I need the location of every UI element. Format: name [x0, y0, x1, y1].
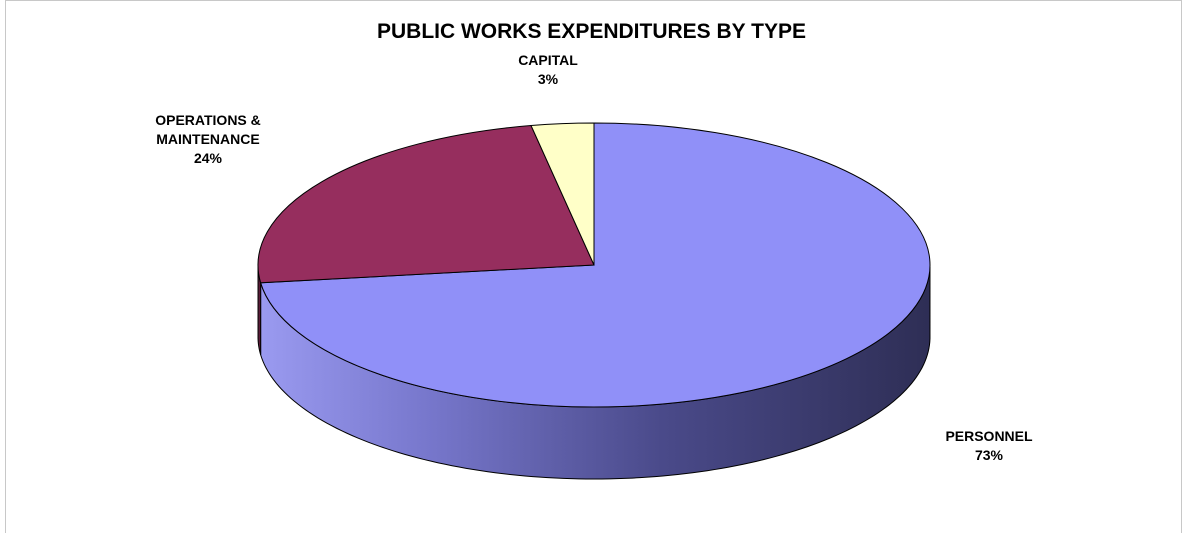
chart-frame — [5, 0, 1182, 533]
pie-slice-personnel — [259, 122, 931, 408]
slice-value-label: 3% — [538, 71, 559, 87]
chart-title: PUBLIC WORKS EXPENDITURES BY TYPE — [376, 20, 806, 43]
slice-name-label: CAPITAL — [518, 52, 578, 68]
slice-value-label: 73% — [975, 447, 1004, 463]
slice-value-label: 24% — [194, 150, 223, 166]
pie-slice-capital — [530, 122, 595, 266]
slice-name-label: PERSONNEL — [945, 428, 1033, 444]
slice-name-label: MAINTENANCE — [156, 131, 259, 147]
pie-slice-operations — [257, 124, 595, 284]
slice-name-label: OPERATIONS & — [155, 112, 261, 128]
